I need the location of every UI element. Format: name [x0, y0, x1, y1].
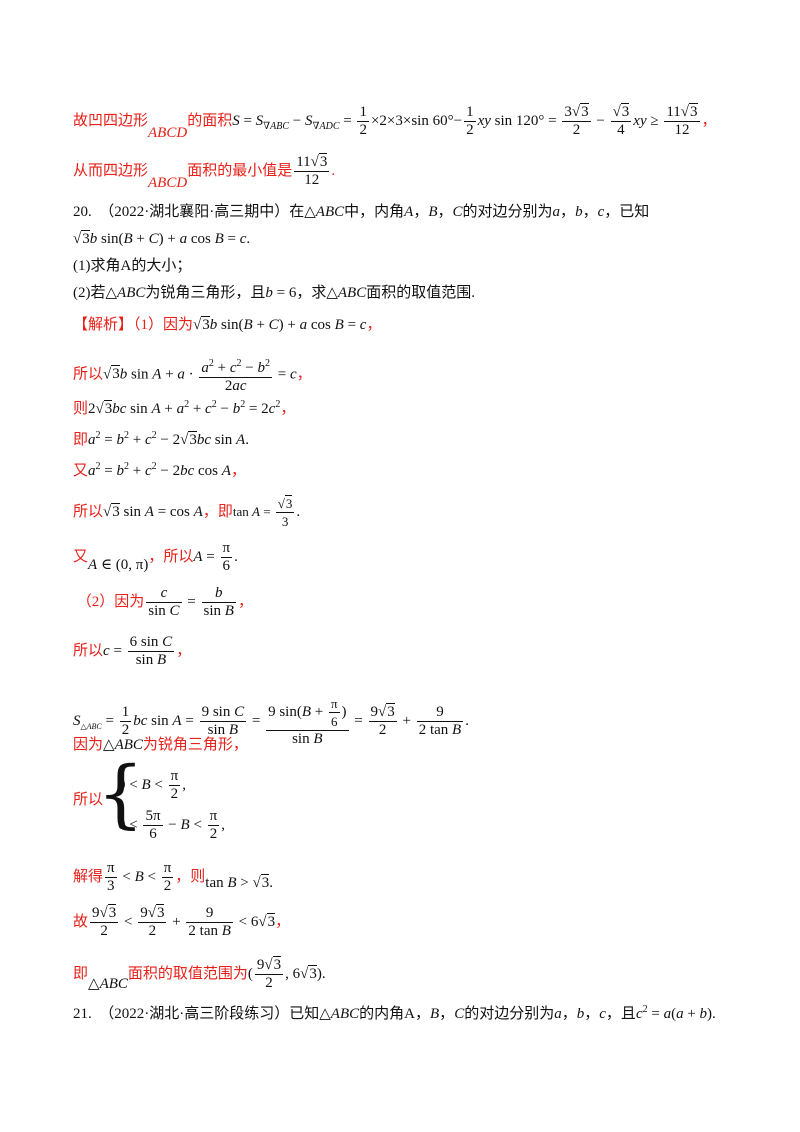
solution-line-5: 又a2 = b2 + c2 − 2bc cos A，: [73, 461, 246, 479]
text-concave-quad: 故凹四边形: [73, 112, 149, 129]
punct: .: [331, 162, 336, 179]
solution-line-11: 因为△ABC为锐角三角形，: [73, 737, 248, 753]
q20-heading: 20. （2022·湖北襄阳·高三期中）在△ABC中，内角A，B，C的对边分别为…: [73, 204, 650, 220]
solution-line-2: 所以√3b sin A + a · a2 + c2 − b2 2ac = c，: [73, 355, 312, 395]
solution-line-12-label: 所以: [73, 792, 104, 808]
text-area-of: 的面积: [187, 112, 233, 129]
label-abcd-2: ABCD: [148, 174, 188, 191]
q21-heading: 21. （2022·湖北·高三阶段练习）已知△ABC的内角A，B，C的对边分别为…: [73, 1004, 716, 1022]
label-abcd: ABCD: [148, 124, 188, 141]
solution-line-6: 所以√3 sin A = cos A，即tan A = √3 3.: [73, 495, 301, 529]
q20-part2: (2)若△ABC为锐角三角形，且b = 6，求△ABC面积的取值范围.: [73, 285, 475, 301]
solution-line-1: 【解析】（1）因为√3b sin(B + C) + a cos B = c，: [73, 316, 382, 333]
left-brace: {: [97, 751, 145, 837]
q20-condition: √3b sin(B + C) + a cos B = c.: [73, 230, 251, 247]
solution-line-8: （2）因为 c sin C = b sin B，: [73, 585, 253, 619]
area-expression-line: 故凹四边形ABCD的面积S = S∇ABC − S∇ADC = 1 2 ×2×3×s…: [73, 103, 717, 141]
q20-part1: (1)求角A的大小；: [73, 258, 192, 274]
min-area-line: 从而四边形ABCD面积的最小值是 11√3 12.: [73, 153, 336, 191]
solution-line-15: 即△ABC面积的取值范围为(9√3 2, 6√3).: [73, 956, 326, 992]
text-min-area: 面积的最小值是: [187, 162, 293, 179]
solution-line-3: 则2√3bc sin A + a2 + c2 − b2 = 2c2，: [73, 399, 296, 417]
punct: ，: [701, 112, 717, 129]
solution-line-4: 即a2 = b2 + c2 − 2√3bc sin A.: [73, 430, 249, 448]
min-value: 11√3 12: [294, 153, 330, 188]
text-thus-quad: 从而四边形: [73, 162, 149, 179]
solution-tag: 【解析】: [73, 317, 134, 333]
solution-line-13: 解得 π 3 < B < π 2 ，则tan B > √3.: [73, 860, 273, 894]
